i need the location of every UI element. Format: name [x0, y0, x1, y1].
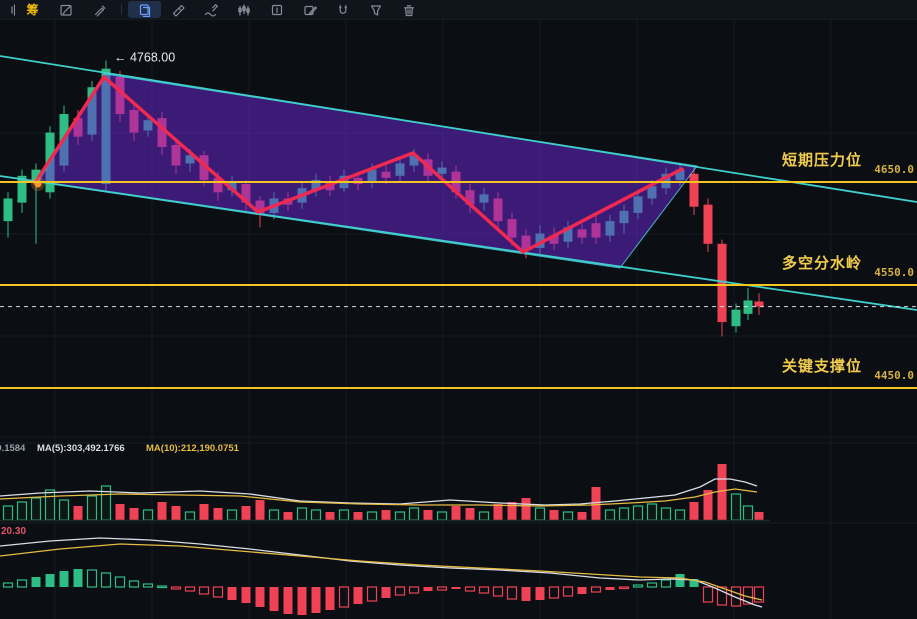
- macd-dea-line: [0, 543, 763, 601]
- volume-ma10-line: [0, 488, 758, 507]
- funnel-icon: [370, 4, 381, 16]
- brush-tool[interactable]: [82, 0, 115, 19]
- high-price-annotation: ← 4768.00: [114, 50, 175, 64]
- box-pencil-icon: [303, 5, 317, 15]
- magnet-icon: [338, 4, 347, 14]
- square-pencil-icon: [59, 4, 72, 16]
- macd-pane: 20.30: [0, 526, 765, 615]
- anchor-marker[interactable]: [31, 177, 45, 191]
- brush-icon: [94, 4, 105, 17]
- volume-ma5-line: [0, 478, 758, 506]
- upper-trendline[interactable]: [0, 55, 917, 203]
- freehand-line-tool[interactable]: [194, 0, 227, 19]
- box-one-icon: [271, 4, 282, 15]
- pencil-wave-icon: [204, 3, 218, 17]
- volume-pane: 99.1584 MA(5):303,492.1766 MA(10):212,190.…: [0, 443, 770, 522]
- price-level-layer: 短期压力位 4650.0 多空分水岭 4550.0 关键支撑位 4450.0: [0, 151, 917, 389]
- ruler-icon: [172, 4, 185, 17]
- toolbar-divider: [121, 4, 122, 15]
- clipped-icon: [11, 3, 15, 16]
- pivot-level-price: 4550.0: [874, 266, 914, 279]
- magnet-tool[interactable]: [326, 0, 359, 19]
- drawing-toolbar: 筹: [0, 0, 917, 20]
- trash-icon: [403, 4, 414, 16]
- chip-distribution-tool[interactable]: 筹: [16, 0, 49, 19]
- text-note-tool[interactable]: [293, 0, 326, 19]
- delete-tool[interactable]: [392, 0, 425, 19]
- chip-distribution-tool-label: 筹: [26, 2, 39, 17]
- clipped-tool[interactable]: [0, 0, 16, 19]
- pivot-level-label: 多空分水岭: [782, 254, 862, 272]
- resistance-level[interactable]: 短期压力位 4650.0: [0, 151, 917, 183]
- layers-icon: [139, 3, 150, 17]
- pattern-tool[interactable]: [227, 0, 260, 19]
- volume-ma5-label: MA(5):303,492.1766: [37, 443, 125, 454]
- macd-clipped-value: 20.30: [1, 526, 26, 537]
- filter-tool[interactable]: [359, 0, 392, 19]
- resistance-level-label: 短期压力位: [782, 151, 862, 169]
- labels-layer: ← 4768.00: [114, 50, 175, 64]
- position-tool[interactable]: [260, 0, 293, 19]
- volume-clipped-value: 99.1584: [0, 443, 26, 454]
- draw-panel-tool[interactable]: [128, 1, 161, 18]
- macd-dif-line: [0, 537, 763, 608]
- support-level-label: 关键支撑位: [782, 357, 862, 375]
- screenshot-edit-tool[interactable]: [49, 0, 82, 19]
- resistance-level-price: 4650.0: [874, 163, 914, 176]
- volume-ma10-label: MA(10):212,190.0751: [146, 443, 240, 454]
- pivot-level[interactable]: 多空分水岭 4550.0: [0, 254, 917, 286]
- lower-trendline[interactable]: [0, 175, 917, 311]
- support-level-price: 4450.0: [874, 369, 914, 382]
- ruler-tool[interactable]: [161, 0, 194, 19]
- candles-icon: [237, 3, 250, 16]
- support-level[interactable]: 关键支撑位 4450.0: [0, 357, 917, 389]
